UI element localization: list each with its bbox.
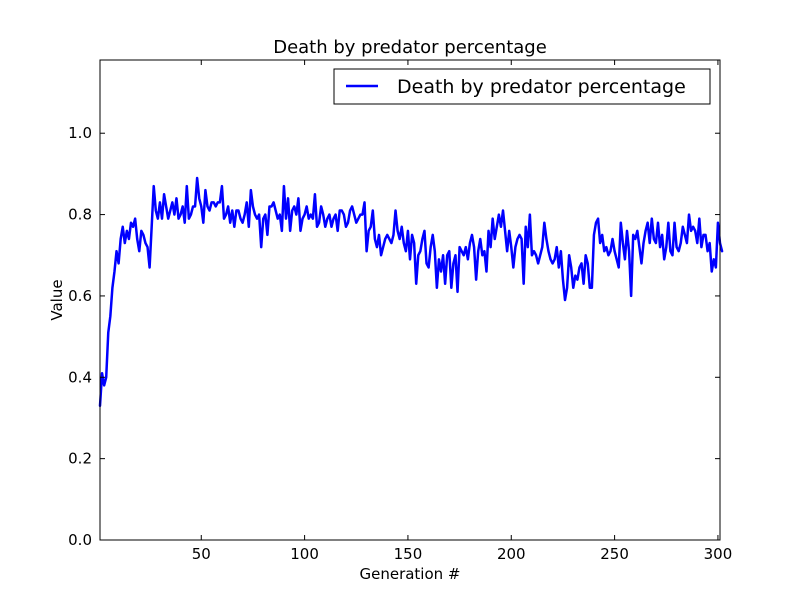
x-tick-label: 50 (192, 545, 211, 563)
y-tick-label: 0.6 (68, 287, 92, 305)
y-tick-label: 1.0 (68, 124, 92, 142)
y-tick-label: 0.8 (68, 206, 92, 224)
x-tick-label: 250 (600, 545, 629, 563)
x-axis-label: Generation # (359, 565, 460, 583)
x-tick-label: 200 (497, 545, 526, 563)
legend: Death by predator percentage (333, 68, 711, 105)
y-tick-label: 0.4 (68, 368, 92, 386)
y-tick-label: 0.0 (68, 531, 92, 549)
chart-title: Death by predator percentage (273, 37, 547, 58)
x-tick-label: 300 (704, 545, 733, 563)
x-tick-label: 100 (290, 545, 319, 563)
y-tick-label: 0.2 (68, 450, 92, 468)
y-axis-label: Value (48, 279, 66, 320)
plot-area-background (100, 60, 720, 540)
ticks-layer: 50 100 150 200 250 300 0.0 0.2 0.4 0.6 0.8 1.0 (68, 60, 732, 563)
legend-box (333, 68, 711, 105)
series-line (98, 176, 724, 408)
x-tick-label: 150 (394, 545, 423, 563)
plot-area-frame (99, 59, 721, 541)
legend-label: Death by predator percentage (397, 76, 686, 98)
